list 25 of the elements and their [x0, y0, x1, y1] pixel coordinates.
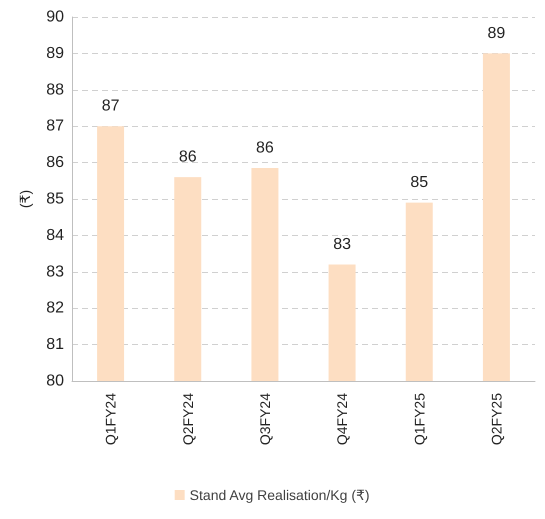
x-tick-label: Q1FY24 — [102, 392, 119, 446]
data-label: 86 — [256, 140, 274, 157]
data-label: 87 — [102, 98, 120, 115]
y-tick-label: 85 — [46, 190, 64, 208]
y-tick-label: 86 — [46, 154, 64, 172]
y-tick-label: 87 — [46, 118, 64, 135]
y-tick-label: 89 — [46, 44, 64, 62]
y-tick-label: 81 — [46, 336, 64, 354]
x-tick-label: Q3FY24 — [256, 392, 273, 446]
y-tick-label: 88 — [46, 81, 64, 98]
legend-label: Stand Avg Realisation/Kg (₹) — [190, 487, 370, 503]
y-tick-label: 90 — [46, 8, 64, 26]
x-tick-label: Q4FY24 — [334, 392, 350, 446]
y-tick-label: 82 — [46, 300, 64, 317]
y-axis-title: (₹) — [17, 190, 33, 208]
y-tick-label: 80 — [46, 372, 64, 390]
data-label: 85 — [410, 174, 428, 192]
x-tick-label: Q1FY25 — [411, 392, 428, 446]
data-label: 86 — [178, 148, 197, 166]
data-label: 83 — [333, 236, 352, 254]
data-label: 89 — [488, 24, 506, 42]
y-tick-label: 84 — [46, 226, 64, 244]
x-tick-label: Q2FY24 — [180, 392, 196, 446]
y-tick-label: 83 — [46, 263, 64, 280]
x-tick-label: Q2FY25 — [488, 392, 504, 446]
